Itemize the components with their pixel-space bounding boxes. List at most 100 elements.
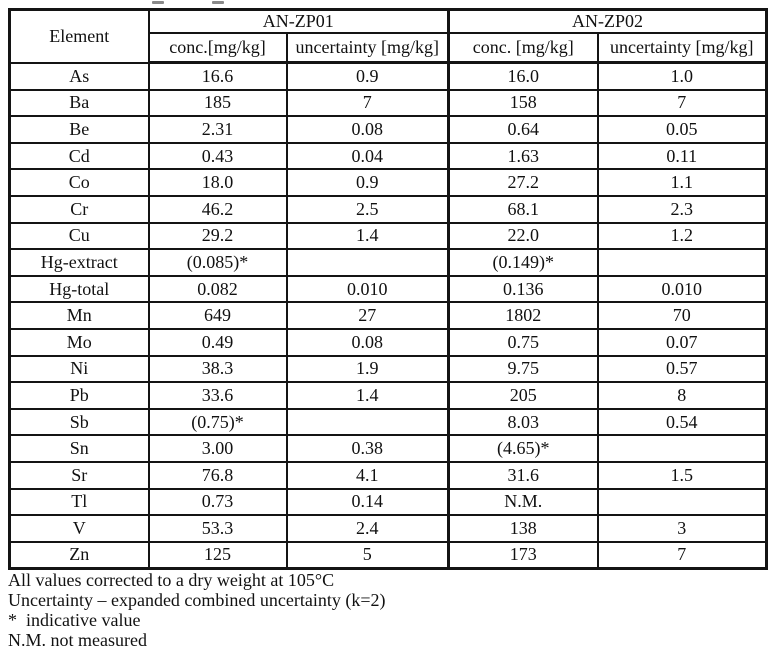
element-cell: Sn (8, 434, 150, 463)
sample-header-anzp01: AN-ZP01 (147, 8, 450, 34)
table-row: V 53.3 2.4 138 3 (8, 514, 768, 543)
element-cell: Zn (8, 540, 150, 570)
zp02-unc-cell: 1.1 (596, 168, 768, 197)
zp02-conc-cell: 205 (447, 381, 599, 410)
table-row: Sb (0.75)* 8.03 0.54 (8, 407, 768, 437)
zp01-unc-cell (285, 407, 450, 437)
zp01-conc-cell: 76.8 (147, 460, 288, 490)
zp02-conc-cell: 27.2 (447, 168, 599, 197)
element-cell: Mn (8, 301, 150, 330)
zp01-unc-cell: 5 (285, 540, 450, 570)
zp01-unc-cell: 4.1 (285, 460, 450, 490)
table-row: Mo 0.49 0.08 0.75 0.07 (8, 327, 768, 357)
table-row: Be 2.31 0.08 0.64 0.05 (8, 115, 768, 144)
element-cell: Cr (8, 194, 150, 224)
zp01-conc-cell: 46.2 (147, 194, 288, 224)
conc-header-anzp01: conc.[mg/kg] (147, 32, 288, 64)
zp01-conc-cell: 0.082 (147, 274, 288, 304)
zp01-conc-cell: 38.3 (147, 354, 288, 384)
zp02-unc-cell: 8 (596, 381, 768, 410)
zp02-unc-cell (596, 434, 768, 463)
table-row: Sn 3.00 0.38 (4.65)* (8, 434, 768, 463)
zp01-unc-cell: 1.9 (285, 354, 450, 384)
table-row: Cu 29.2 1.4 22.0 1.2 (8, 221, 768, 251)
element-cell: Ni (8, 354, 150, 384)
table-header: Element AN-ZP01 AN-ZP02 conc.[mg/kg] unc… (8, 8, 768, 64)
zp02-unc-cell: 2.3 (596, 194, 768, 224)
scan-artifact (212, 1, 224, 4)
zp02-conc-cell: 1.63 (447, 141, 599, 171)
zp01-conc-cell: 0.73 (147, 487, 288, 517)
zp01-conc-cell: 16.6 (147, 61, 288, 91)
zp02-unc-cell (596, 248, 768, 277)
zp02-conc-cell: (0.149)* (447, 248, 599, 277)
table-row: Pb 33.6 1.4 205 8 (8, 381, 768, 410)
zp02-conc-cell: 31.6 (447, 460, 599, 490)
zp02-unc-cell: 7 (596, 88, 768, 118)
zp01-unc-cell: 0.010 (285, 274, 450, 304)
zp01-conc-cell: 0.43 (147, 141, 288, 171)
element-cell: Cd (8, 141, 150, 171)
table-row: Cd 0.43 0.04 1.63 0.11 (8, 141, 768, 171)
footnote-uncertainty: Uncertainty – expanded combined uncertai… (8, 590, 386, 610)
table-body: As 16.6 0.9 16.0 1.0 Ba 185 7 158 7 Be 2.31 0.08 0.64… (8, 61, 768, 570)
element-cell: Sb (8, 407, 150, 437)
table-row: Mn 649 27 1802 70 (8, 301, 768, 330)
zp02-unc-cell: 1.2 (596, 221, 768, 251)
zp01-conc-cell: 649 (147, 301, 288, 330)
element-cell: Ba (8, 88, 150, 118)
table-row: Tl 0.73 0.14 N.M. (8, 487, 768, 517)
scan-artifact (152, 1, 164, 4)
zp02-unc-cell: 7 (596, 540, 768, 570)
element-header: Element (8, 8, 150, 64)
table-row: Hg-extract (0.085)* (0.149)* (8, 248, 768, 277)
zp02-unc-cell: 0.05 (596, 115, 768, 144)
zp01-conc-cell: 18.0 (147, 168, 288, 197)
conc-header-anzp02: conc. [mg/kg] (447, 32, 599, 64)
element-cell: Mo (8, 327, 150, 357)
zp02-conc-cell: 9.75 (447, 354, 599, 384)
zp02-unc-cell: 3 (596, 514, 768, 543)
element-cell: Co (8, 168, 150, 197)
zp02-conc-cell: 68.1 (447, 194, 599, 224)
element-cell: Tl (8, 487, 150, 517)
element-cell: As (8, 61, 150, 91)
zp01-conc-cell: 0.49 (147, 327, 288, 357)
zp01-conc-cell: (0.75)* (147, 407, 288, 437)
footnote-not-measured: N.M. not measured (8, 630, 147, 647)
table-row: Hg-total 0.082 0.010 0.136 0.010 (8, 274, 768, 304)
zp01-conc-cell: 3.00 (147, 434, 288, 463)
zp01-unc-cell: 1.4 (285, 221, 450, 251)
footnotes: All values corrected to a dry weight at … (8, 570, 386, 647)
zp02-unc-cell: 0.07 (596, 327, 768, 357)
table-row: Ni 38.3 1.9 9.75 0.57 (8, 354, 768, 384)
element-cell: Be (8, 115, 150, 144)
zp01-conc-cell: 33.6 (147, 381, 288, 410)
zp02-unc-cell: 70 (596, 301, 768, 330)
table-row: Ba 185 7 158 7 (8, 88, 768, 118)
zp01-unc-cell: 7 (285, 88, 450, 118)
zp01-unc-cell: 2.4 (285, 514, 450, 543)
zp02-unc-cell: 1.5 (596, 460, 768, 490)
zp01-conc-cell: 53.3 (147, 514, 288, 543)
zp01-unc-cell: 1.4 (285, 381, 450, 410)
zp02-conc-cell: 22.0 (447, 221, 599, 251)
zp02-unc-cell: 0.010 (596, 274, 768, 304)
zp02-conc-cell: 0.75 (447, 327, 599, 357)
zp01-conc-cell: 185 (147, 88, 288, 118)
uncertainty-header-anzp01: uncertainty [mg/kg] (285, 32, 450, 64)
element-cell: Sr (8, 460, 150, 490)
element-cell: Hg-extract (8, 248, 150, 277)
zp02-unc-cell: 1.0 (596, 61, 768, 91)
zp02-conc-cell: N.M. (447, 487, 599, 517)
zp02-conc-cell: 1802 (447, 301, 599, 330)
zp02-unc-cell (596, 487, 768, 517)
element-cell: Cu (8, 221, 150, 251)
zp01-unc-cell: 0.14 (285, 487, 450, 517)
zp01-unc-cell: 0.08 (285, 327, 450, 357)
zp01-conc-cell: (0.085)* (147, 248, 288, 277)
zp02-conc-cell: 0.136 (447, 274, 599, 304)
zp02-conc-cell: 173 (447, 540, 599, 570)
table-row: As 16.6 0.9 16.0 1.0 (8, 61, 768, 91)
